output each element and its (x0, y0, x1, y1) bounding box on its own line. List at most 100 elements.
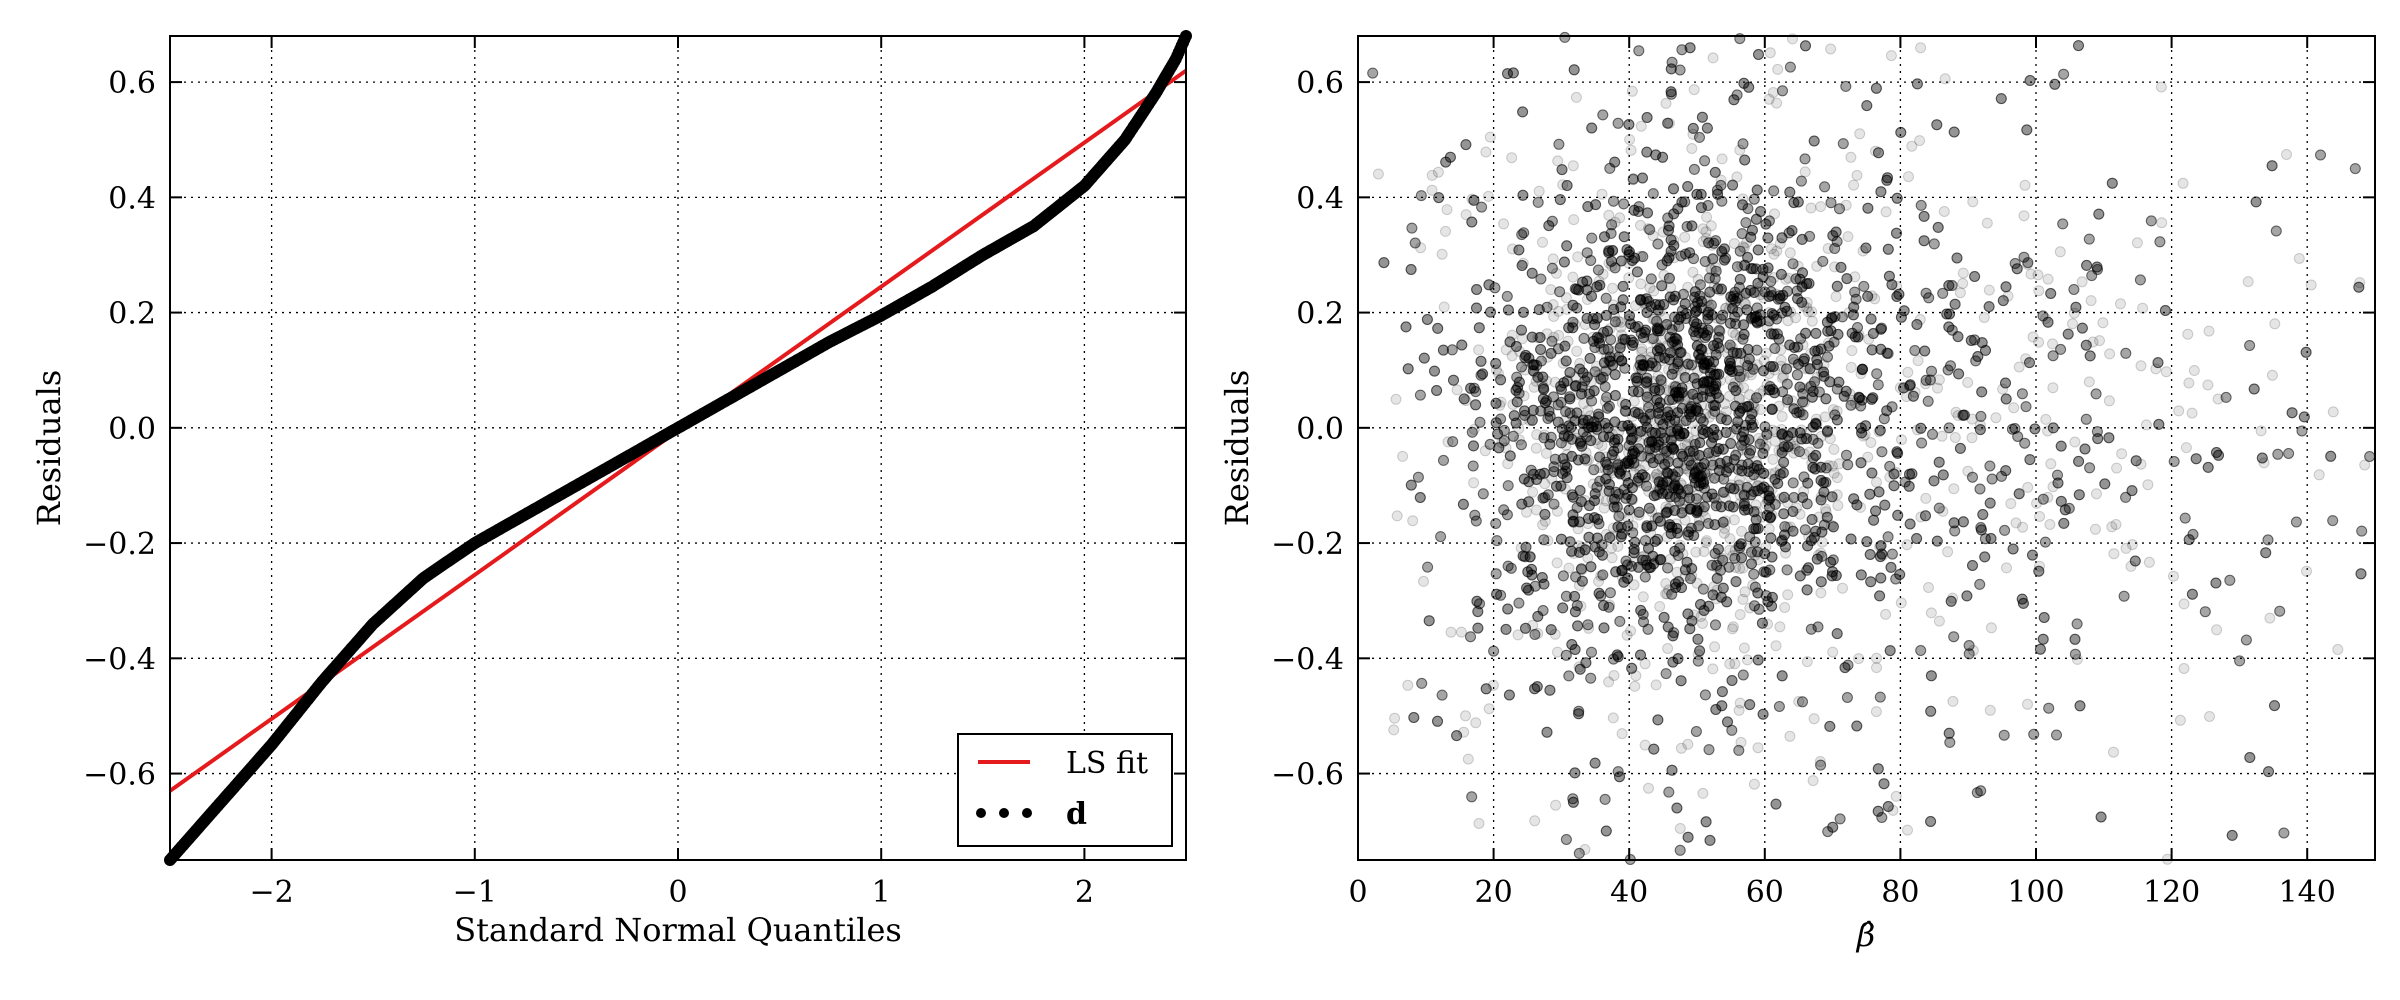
scatter-point (1688, 84, 1700, 96)
scatter-point (1837, 582, 1848, 594)
scatter-point (1942, 546, 1954, 558)
scatter-point (2131, 237, 2143, 249)
scatter-point (1629, 680, 1641, 692)
scatter-point (2085, 295, 2097, 307)
scatter-point (1621, 629, 1633, 641)
scatter-point (1885, 50, 1897, 62)
qq-x-axis-label: Standard Normal Quantiles (454, 911, 902, 949)
scatter-point (1607, 712, 1619, 724)
scatter-point (1596, 440, 1608, 452)
scatter-point (1832, 500, 1844, 511)
scatter-point (2204, 711, 2215, 722)
scatter-point (1567, 271, 1579, 283)
scatter-point (1388, 724, 1400, 736)
scatter-point (1596, 188, 1608, 200)
scatter-point (2313, 469, 2325, 481)
scatter-point (1438, 301, 1450, 313)
scatter-point (1607, 282, 1619, 294)
scatter-point (1484, 131, 1496, 143)
scatter-point (1763, 523, 1775, 535)
scatter-point (1473, 344, 1485, 356)
qq-y-tick-label: −0.6 (83, 758, 156, 793)
scatter-point (1637, 591, 1649, 603)
scatter-point (1625, 144, 1637, 156)
scatter-point (1806, 306, 1818, 318)
scatter-point (2183, 377, 2195, 389)
scatter-point (1871, 662, 1882, 674)
scatter-point (1772, 63, 1784, 75)
scatter-point (2069, 436, 2081, 448)
scatter-point (1933, 374, 1945, 386)
qq-x-tick-label: −2 (249, 875, 293, 910)
scatter-point (2001, 562, 2012, 574)
scatter-point (2076, 276, 2088, 288)
scatter-point (2186, 407, 2198, 419)
scatter-point (1880, 608, 1892, 620)
scatter-point (1848, 179, 1860, 191)
scatter-point (1933, 615, 1945, 627)
scatter-point (1707, 52, 1719, 64)
legend-swatch-d-point (1022, 808, 1032, 818)
scatter-point (1784, 730, 1796, 742)
scatter-point (1654, 601, 1666, 612)
scatter-point (2110, 519, 2122, 530)
scatter-point (1441, 204, 1453, 216)
scatter-point (2126, 539, 2138, 551)
scatter-point (2178, 663, 2190, 674)
scatter-point (1482, 190, 1494, 202)
scatter-point (1462, 753, 1474, 765)
scatter-point (1498, 218, 1510, 230)
scatter-point (2025, 268, 2037, 280)
scatter-point (1763, 93, 1775, 105)
scatter-point (2156, 217, 2168, 229)
scatter-point (1570, 91, 1582, 103)
scatter-point (1529, 815, 1541, 827)
qq-x-tick-label: 1 (872, 875, 891, 910)
qq-y-tick-label: −0.4 (83, 642, 156, 677)
scatter-point (1842, 231, 1854, 243)
scatter-point (1440, 225, 1451, 237)
scatter-point (1871, 476, 1882, 488)
scatter-point (1967, 196, 1979, 208)
scatter-point (1984, 704, 1996, 716)
scatter-point (2094, 335, 2105, 347)
scatter-point (2108, 746, 2119, 758)
scatter-point (1687, 266, 1699, 278)
scatter-point (2054, 246, 2066, 258)
scatter-point (1890, 790, 1902, 802)
scatter-point (1806, 315, 1818, 327)
scatter-point (1784, 247, 1796, 259)
scatter-point (1734, 474, 1745, 486)
scatter-point (1551, 557, 1563, 569)
scatter-point (1606, 552, 1618, 564)
scatter-point (1738, 642, 1750, 654)
scatter-point (1716, 153, 1728, 165)
scatter-point (2143, 556, 2155, 568)
scatter-point (1776, 411, 1788, 422)
scatter-point (2022, 481, 2034, 493)
scatter-point (1741, 654, 1753, 666)
scatter-point (1445, 626, 1457, 638)
scatter-point (1734, 609, 1746, 621)
scatter-point (1436, 248, 1448, 260)
scatter-point (1624, 134, 1636, 146)
scatter-point (2203, 325, 2215, 337)
scatter-point (1845, 361, 1857, 373)
scatter-point (2018, 210, 2030, 222)
scatter-point (1938, 206, 1950, 217)
scatter-point (1739, 586, 1751, 598)
qq-ticks (170, 36, 1186, 860)
scatter-point (2033, 336, 2045, 348)
scatter-point (1902, 366, 1914, 378)
scatter-point (1724, 658, 1736, 670)
qq-x-tick-label: 0 (668, 875, 687, 910)
scatter-point (2182, 328, 2194, 340)
scatter-point (1767, 453, 1779, 465)
scatter-point (1533, 185, 1545, 197)
scatter-point (1978, 312, 1990, 323)
scatter-point (2142, 479, 2154, 491)
scatter-point (2137, 302, 2149, 314)
scatter-point (1643, 782, 1654, 794)
scatter-point (1825, 43, 1837, 55)
qq-data (164, 30, 1192, 866)
